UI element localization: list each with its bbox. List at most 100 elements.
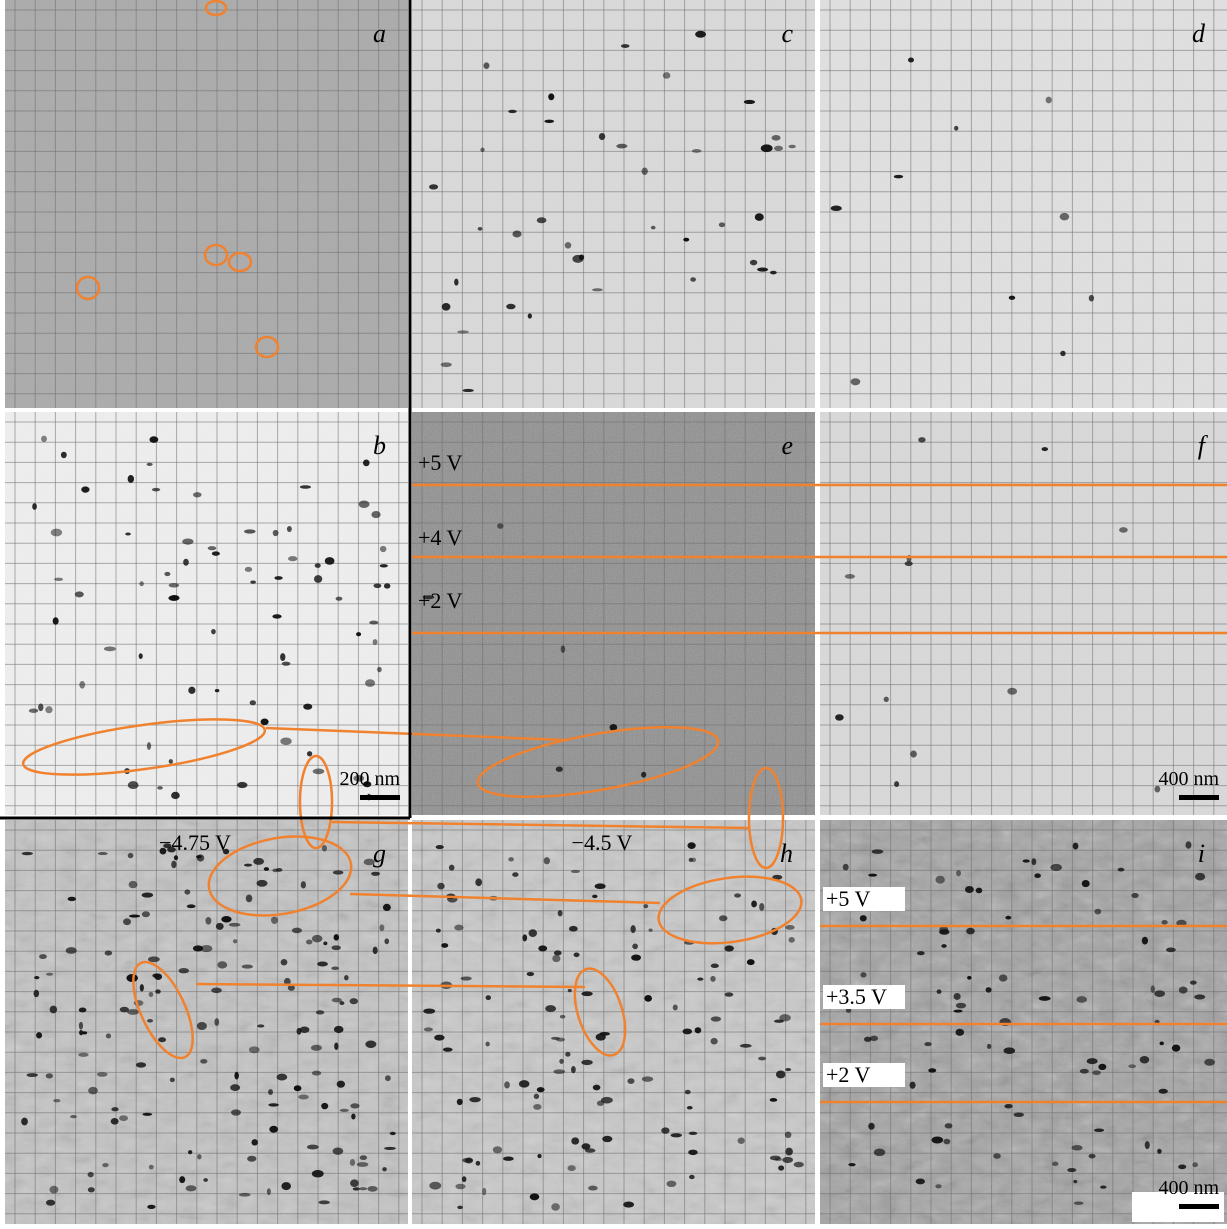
particle: [171, 861, 176, 869]
particle: [457, 1099, 463, 1105]
particle: [687, 1106, 693, 1110]
particle: [281, 1182, 291, 1190]
particle: [1082, 880, 1090, 887]
particle: [292, 928, 302, 934]
particle: [506, 304, 515, 310]
particle: [1172, 1045, 1180, 1052]
particle: [187, 904, 196, 908]
particle: [237, 782, 247, 788]
particle: [987, 1044, 991, 1049]
particle: [956, 1003, 966, 1009]
texture: [5, 412, 408, 815]
particle: [593, 1085, 601, 1091]
particle: [350, 1103, 359, 1108]
particle: [860, 915, 867, 921]
particle: [271, 917, 278, 924]
particle: [230, 1084, 240, 1091]
particle: [142, 1113, 152, 1116]
particle: [357, 1162, 369, 1167]
particle: [663, 72, 671, 79]
particle: [21, 1118, 28, 1126]
particle: [894, 781, 899, 787]
particle: [334, 934, 339, 940]
particle: [250, 700, 256, 705]
particle: [512, 230, 521, 237]
particle: [1073, 1180, 1077, 1183]
particle: [216, 923, 224, 930]
particle: [106, 1033, 111, 1038]
panel-letter: a: [373, 19, 386, 48]
particle: [937, 989, 942, 993]
particle: [993, 1153, 1001, 1159]
particle: [1098, 1064, 1106, 1070]
panel: [412, 0, 815, 408]
particle: [1092, 1070, 1101, 1075]
particle: [53, 617, 59, 624]
particle: [1154, 990, 1165, 997]
particle: [908, 58, 914, 63]
particle: [269, 1126, 278, 1133]
particle: [152, 488, 160, 492]
particle: [51, 529, 62, 537]
particle: [314, 575, 322, 583]
particle: [201, 945, 213, 952]
particle: [928, 1068, 936, 1072]
particle: [522, 934, 527, 941]
particle: [556, 766, 563, 771]
particle: [910, 1082, 916, 1089]
particle: [642, 1076, 653, 1082]
particle: [476, 1161, 481, 1166]
panel-letter: g: [373, 839, 386, 868]
particle: [169, 595, 179, 601]
particle: [527, 972, 534, 976]
particle: [267, 1188, 271, 1195]
particle: [363, 460, 370, 467]
particle: [251, 1139, 257, 1145]
particle: [365, 679, 375, 687]
particle: [571, 1066, 576, 1073]
particle: [860, 972, 866, 977]
particle: [212, 551, 220, 556]
particle: [579, 254, 584, 260]
particle: [561, 645, 566, 653]
particle: [565, 242, 572, 249]
particle: [719, 915, 727, 921]
particle: [249, 1046, 260, 1053]
particle: [242, 965, 253, 969]
particle: [79, 1022, 83, 1030]
particle: [630, 925, 635, 933]
panel: [412, 820, 815, 1224]
particle: [872, 849, 884, 854]
particle: [954, 993, 961, 1000]
particle: [300, 485, 311, 489]
particle: [22, 852, 33, 855]
particle: [169, 759, 173, 764]
particle: [534, 1094, 539, 1099]
particle: [868, 1123, 874, 1130]
particle: [193, 492, 202, 497]
particle: [272, 614, 281, 618]
particle: [196, 855, 202, 858]
particle: [917, 951, 925, 955]
particle: [1145, 1141, 1150, 1149]
particle: [750, 260, 757, 266]
particle: [179, 1176, 185, 1183]
particle: [1089, 295, 1094, 302]
particle: [462, 1176, 467, 1182]
particle: [147, 742, 151, 750]
particle: [581, 991, 592, 996]
particle: [39, 954, 47, 959]
particle: [384, 1147, 396, 1150]
particle: [246, 895, 252, 903]
particle: [244, 529, 256, 533]
particle: [183, 559, 189, 566]
particle: [442, 303, 451, 311]
particle: [711, 1016, 721, 1021]
particle: [171, 792, 180, 799]
particle: [673, 1004, 678, 1010]
particle: [353, 1187, 360, 1190]
particle: [719, 222, 725, 227]
particle: [129, 915, 140, 918]
particle: [371, 511, 380, 518]
particle: [868, 874, 877, 877]
